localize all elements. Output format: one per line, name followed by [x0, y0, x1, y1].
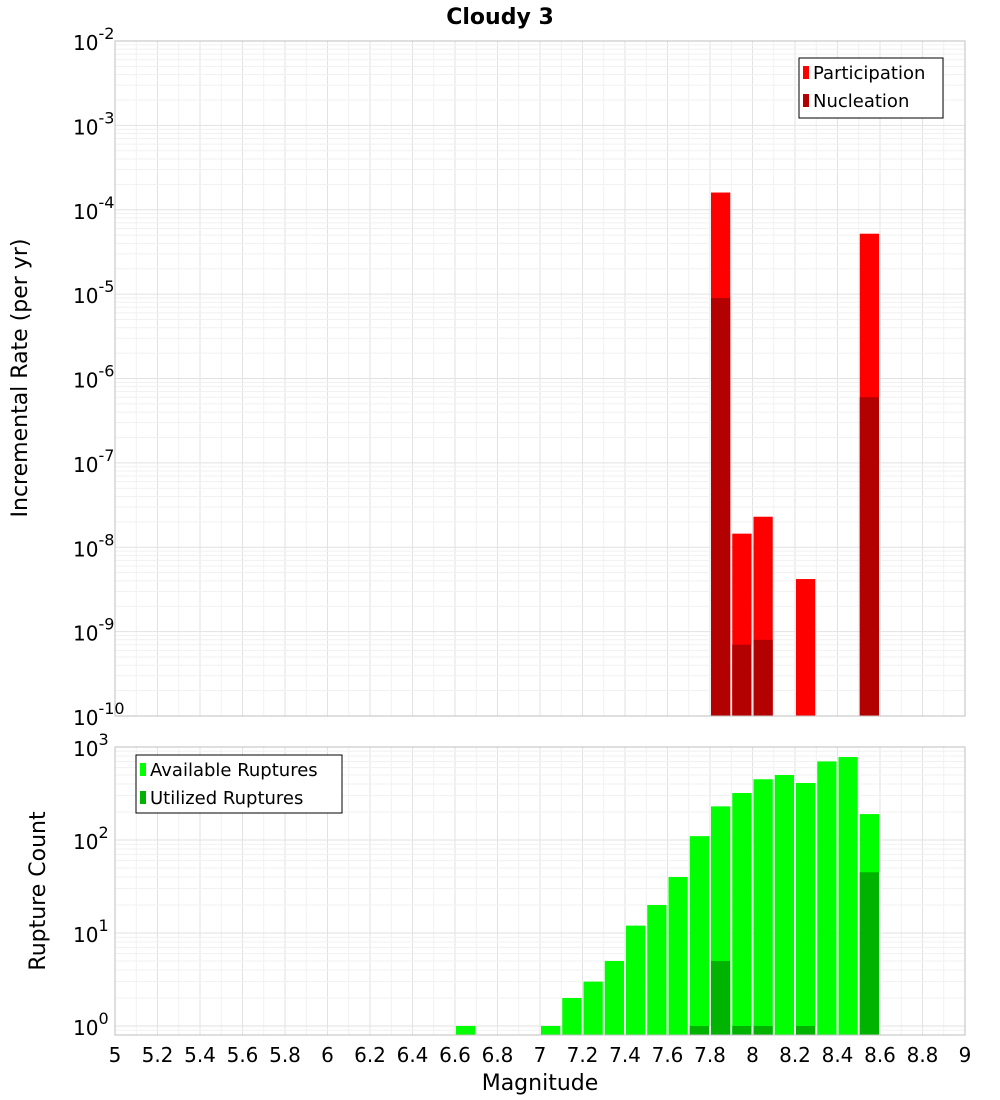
y-tick-label: 10-6: [73, 362, 114, 393]
legend-swatch: [140, 763, 146, 776]
x-tick-label: 7.4: [609, 1043, 641, 1067]
rate-panel: 10-2 10-3 10-4 10-5 10-6 10-7 10-8 10-9 10-10 Par…: [73, 24, 966, 730]
legend-swatch: [803, 94, 809, 107]
x-tick-label: 6.2: [354, 1043, 386, 1067]
legend-label: Nucleation: [813, 91, 909, 112]
bar: [753, 779, 773, 1035]
bar: [711, 297, 731, 716]
x-tick-label: 7: [534, 1043, 547, 1067]
y-tick-label: 100: [73, 1009, 109, 1040]
bar: [753, 639, 773, 716]
bar: [732, 644, 752, 716]
x-tick-label: 5.4: [184, 1043, 216, 1067]
bar: [583, 981, 603, 1035]
chart-title: Cloudy 3: [446, 5, 554, 30]
x-tick-label: 8.6: [864, 1043, 896, 1067]
bar: [711, 960, 731, 1035]
bar: [774, 774, 794, 1035]
x-tick-label: 5.2: [142, 1043, 174, 1067]
x-tick-label: 6: [321, 1043, 334, 1067]
bar: [456, 1025, 476, 1035]
y-tick-label: 10-10: [73, 699, 125, 730]
y-tick-label: 10-9: [73, 615, 114, 646]
plot-frame: [114, 40, 966, 717]
bar: [562, 997, 582, 1035]
bar: [732, 793, 752, 1035]
bar: [668, 877, 688, 1035]
y-tick-label: 102: [73, 823, 109, 854]
x-tick-label: 7.8: [694, 1043, 726, 1067]
bar: [689, 836, 709, 1035]
series-2: [689, 872, 879, 1035]
bar: [753, 1025, 773, 1035]
y-tick-label: 103: [73, 730, 109, 761]
legend-box: [135, 754, 343, 814]
x-tick-label: 8.4: [822, 1043, 854, 1067]
x-tick-label: 5: [109, 1043, 122, 1067]
legend-label: Participation: [813, 63, 925, 84]
series-1: [456, 757, 879, 1035]
legend-label: Available Ruptures: [150, 760, 318, 781]
legend: Participation Nucleation: [798, 57, 944, 119]
bar: [541, 1025, 561, 1035]
legend-swatch: [140, 791, 146, 804]
bar: [796, 1025, 816, 1035]
bar: [647, 904, 667, 1035]
series-2: [711, 297, 879, 716]
bottom-y-axis-label: Rupture Count: [26, 811, 51, 971]
y-tick-label: 10-2: [73, 24, 114, 55]
bar: [626, 925, 646, 1035]
x-tick-label: 5.6: [227, 1043, 259, 1067]
bar: [859, 397, 879, 716]
x-tick-label: 7.6: [652, 1043, 684, 1067]
y-tick-label: 10-3: [73, 108, 114, 139]
y-tick-label: 10-4: [73, 193, 114, 224]
x-tick-label: 9: [959, 1043, 972, 1067]
bar: [689, 1025, 709, 1035]
y-tick-label: 10-8: [73, 530, 114, 561]
bar: [838, 757, 858, 1035]
y-tick-label: 10-7: [73, 446, 114, 477]
bar: [859, 872, 879, 1035]
x-tick-label: 8.8: [907, 1043, 939, 1067]
legend: Available Ruptures Utilized Ruptures: [135, 754, 343, 814]
legend-label: Utilized Ruptures: [150, 788, 303, 809]
bar: [732, 1025, 752, 1035]
y-tick-label: 10-5: [73, 277, 114, 308]
bar: [604, 960, 624, 1035]
x-tick-label: 5.8: [269, 1043, 301, 1067]
legend-box: [798, 57, 944, 119]
plot-frame: [114, 746, 966, 1036]
x-tick-label: 6.6: [439, 1043, 471, 1067]
x-axis-label: Magnitude: [482, 1071, 599, 1096]
x-tick-label: 7.2: [567, 1043, 599, 1067]
x-tick-label: 6.4: [397, 1043, 429, 1067]
y-tick-label: 101: [73, 916, 109, 947]
bar: [796, 783, 816, 1035]
top-y-axis-label: Incremental Rate (per yr): [8, 239, 33, 518]
bar: [796, 579, 816, 716]
x-tick-label: 8: [746, 1043, 759, 1067]
legend-swatch: [803, 66, 809, 79]
x-tick-label: 6.8: [482, 1043, 514, 1067]
grid: [114, 40, 966, 717]
bar: [817, 761, 837, 1035]
x-tick-label: 8.2: [779, 1043, 811, 1067]
